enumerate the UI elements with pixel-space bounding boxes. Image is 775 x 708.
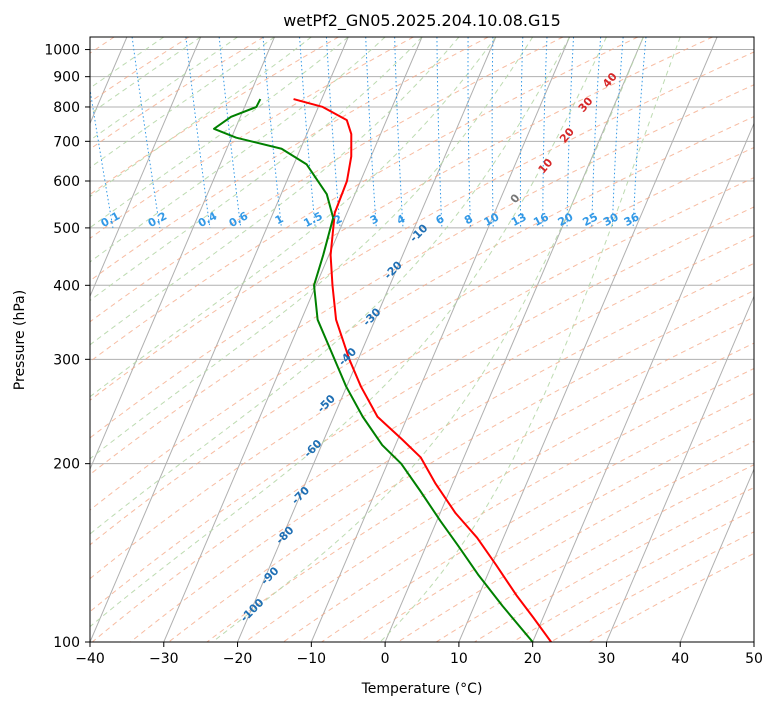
x-tick-label: 10 [450,651,468,667]
isotherm-line [90,37,349,642]
x-tick-label: −30 [149,651,179,667]
isotherm-line [90,37,202,298]
grid-layer [90,37,754,642]
isotherm-line [605,295,754,642]
y-tick-label: 400 [53,278,80,294]
dry-adiabat-line [244,342,754,642]
x-tick-label: 50 [745,651,763,667]
x-tick-label: 30 [598,651,616,667]
isotherm-line [163,37,423,642]
mixing-ratio-line [262,37,282,228]
y-tick-label: 300 [53,352,80,368]
dewpoint-profile-line [213,98,534,642]
axis-layer: −40 −30 −20 −10 0 10 20 30 40 50 100 200 300 400 500 60… [44,43,763,667]
mixing-ratio-line [299,37,316,228]
moist-adiabat-line [90,37,312,198]
series-layer [213,98,552,642]
plot-frame [89,36,755,643]
moist-adiabat-line [90,37,607,628]
mixing-ratio-line [185,37,211,228]
dry-adiabat-line [90,51,754,439]
dry-adiabat-line [91,234,754,642]
dry-adiabat-line [130,262,754,642]
x-tick-label: −40 [75,651,105,667]
mixing-ratio-label: 36 [622,210,642,229]
dry-adiabat-line [283,367,754,642]
x-tick-label: 20 [524,651,542,667]
x-tick-label: 40 [671,651,689,667]
moist-adiabat-line [90,37,534,460]
mixing-ratio-line [218,37,242,228]
isotherm-line [90,37,275,471]
dry-adiabat-line [90,37,713,401]
mixing-ratio-label: 16 [531,210,551,229]
dry-adiabat-line [550,531,754,642]
moist-adiabat-line [90,37,570,535]
y-tick-label: 100 [53,635,80,651]
isotherm-line [458,37,718,642]
dry-adiabat-line [90,116,754,511]
temperature-profile-line [293,98,552,642]
moist-adiabat-line [90,37,275,169]
mixing-ratio-line [131,37,161,228]
isotherm-line [384,37,644,642]
mixing-ratio-label: 25 [580,210,600,229]
dry-adiabat-line [90,206,754,613]
isotherm-line [237,37,497,642]
y-tick-label: 800 [53,100,80,116]
x-axis-title: Temperature (°C) [361,681,483,697]
dry-adiabat-line [206,316,754,642]
mixing-ratio-label: 30 [601,210,621,229]
dry-adiabat-line [397,440,754,642]
mixing-ratio-line [90,86,114,228]
y-tick-label: 1000 [44,43,80,59]
mixing-ratio-label: 10 [482,210,502,229]
isotherm-line [679,467,754,642]
dry-adiabat-line [435,464,754,642]
y-axis-title: Pressure (hPa) [12,290,28,390]
mixing-ratio-label: 13 [509,210,529,229]
moist-adiabat-line [90,37,238,141]
moist-adiabat-line [90,37,349,229]
moist-adiabat-line [379,37,681,642]
moist-adiabat-line [212,37,644,642]
x-tick-label: 0 [381,651,390,667]
mixing-ratio-label: 20 [556,210,576,229]
chart-title: wetPf2_GN05.2025.204.10.08.G15 [283,11,561,31]
y-tick-label: 700 [53,134,80,150]
y-tick-label: 900 [53,70,80,86]
y-tick-label: 200 [53,457,80,473]
dry-adiabat-line [90,146,754,546]
dry-adiabat-line [90,177,754,580]
x-tick-label: −20 [223,651,253,667]
dry-adiabat-line [512,509,754,642]
x-tick-label: −10 [297,651,327,667]
isotherm-line [532,122,754,642]
y-tick-label: 600 [53,174,80,190]
y-tick-label: 500 [53,221,80,237]
dry-adiabat-line [168,290,754,642]
